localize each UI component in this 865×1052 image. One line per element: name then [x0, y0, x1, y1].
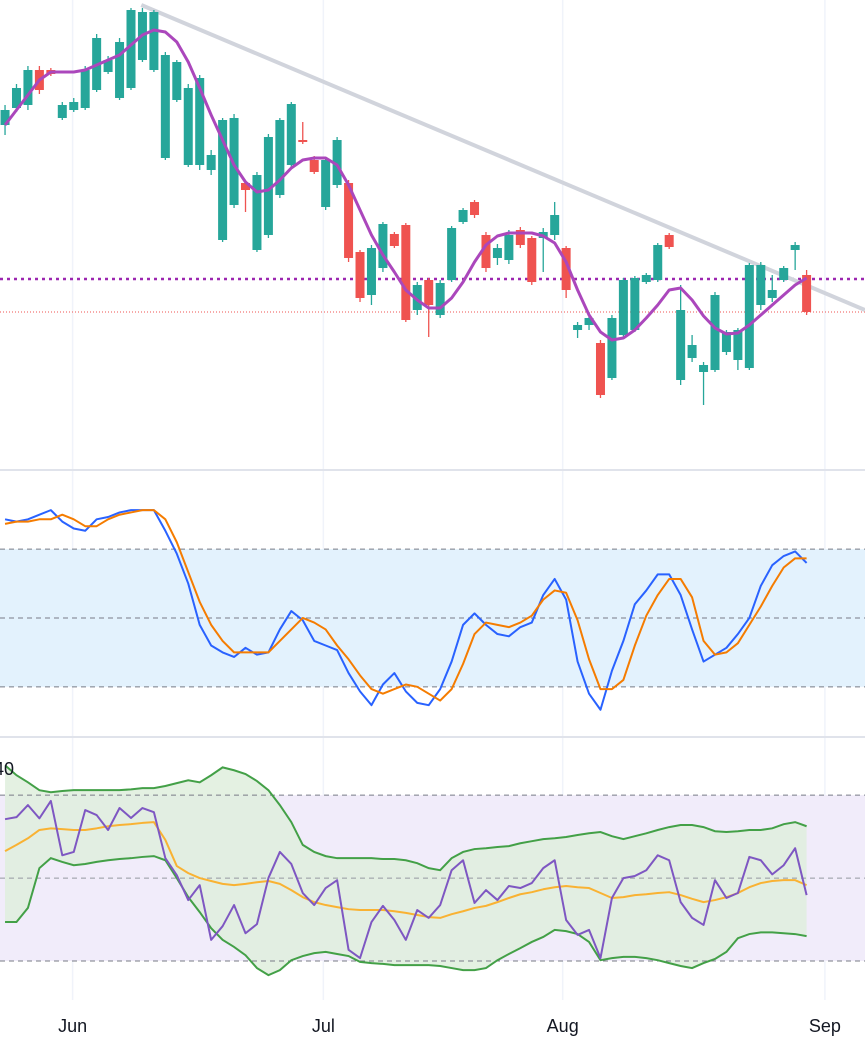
- candle-body: [435, 283, 445, 315]
- candle-body: [275, 120, 285, 195]
- candle-body: [527, 238, 537, 282]
- candle-body: [183, 88, 193, 165]
- candle-body: [595, 343, 605, 395]
- series-line: [4, 821, 807, 919]
- candle-body: [298, 140, 308, 142]
- candle-body: [492, 248, 502, 258]
- candle-body: [412, 285, 422, 310]
- candle-body: [149, 12, 159, 70]
- candle-body: [744, 265, 754, 368]
- series-line: [4, 799, 808, 960]
- candle-body: [218, 120, 228, 240]
- candle-body: [286, 104, 296, 165]
- candle-body: [355, 252, 365, 298]
- candle-body: [504, 235, 514, 260]
- candle-body: [458, 210, 468, 222]
- candle-body: [515, 230, 525, 245]
- x-tick-label: Aug: [547, 1016, 579, 1036]
- candle-body: [332, 140, 342, 185]
- candle-body: [80, 70, 90, 108]
- candle-body: [481, 235, 491, 268]
- envelope-line: [5, 855, 807, 977]
- candle-body: [160, 55, 170, 158]
- candle-body: [710, 295, 720, 370]
- series-line: [4, 509, 807, 702]
- candle-body: [69, 102, 79, 110]
- candle-body: [699, 365, 709, 372]
- candle-body: [470, 202, 480, 215]
- candle-body: [263, 137, 273, 235]
- candle-body: [790, 245, 800, 250]
- candle-body: [103, 60, 113, 72]
- candle-body: [309, 160, 319, 172]
- series-line: [3, 28, 808, 342]
- candle-body: [172, 62, 182, 100]
- annotation: 40: [0, 759, 14, 779]
- candle-body: [23, 70, 33, 105]
- panes: 40: [0, 3, 865, 977]
- candle-body: [389, 234, 399, 246]
- candle-body: [11, 88, 21, 108]
- candle-body: [321, 160, 331, 207]
- candle-body: [550, 215, 560, 235]
- candle-body: [733, 330, 743, 360]
- x-axis: Jun Jul Aug Sep: [58, 1016, 841, 1036]
- x-tick-label: Jun: [58, 1016, 87, 1036]
- candle-body: [0, 110, 10, 125]
- candle-body: [447, 228, 457, 280]
- trend-line: [140, 3, 865, 312]
- pane: [0, 3, 865, 405]
- candle-body: [573, 325, 583, 330]
- candle-body: [401, 225, 411, 320]
- x-tick-label: Jul: [312, 1016, 335, 1036]
- candle-body: [664, 235, 674, 247]
- candle-body: [687, 345, 697, 358]
- candle-body: [57, 105, 67, 118]
- candle-body: [378, 224, 388, 268]
- candle-body: [607, 318, 617, 378]
- candle-body: [366, 248, 376, 295]
- candle-body: [630, 278, 640, 330]
- candle-body: [779, 268, 789, 280]
- candle-body: [206, 155, 216, 170]
- envelope-fill: [5, 765, 807, 976]
- candle-body: [618, 280, 628, 335]
- candle-body: [676, 310, 686, 380]
- pane: [0, 509, 865, 711]
- candle-body: [252, 175, 262, 250]
- candle-body: [767, 290, 777, 298]
- pane: 40: [0, 759, 865, 977]
- candle-body: [584, 318, 594, 325]
- candle-body: [115, 42, 125, 98]
- candle-body: [561, 248, 571, 290]
- candle-body: [756, 265, 766, 305]
- candle-body: [802, 275, 812, 312]
- candle-body: [241, 183, 251, 190]
- envelope-line: [4, 764, 807, 872]
- candle-body: [721, 332, 731, 352]
- candle-body: [653, 245, 663, 280]
- candle-body: [126, 10, 136, 88]
- candle-body: [424, 280, 434, 305]
- candle-body: [641, 275, 651, 282]
- candle-body: [344, 183, 354, 258]
- x-tick-label: Sep: [809, 1016, 841, 1036]
- candle-body: [195, 78, 205, 165]
